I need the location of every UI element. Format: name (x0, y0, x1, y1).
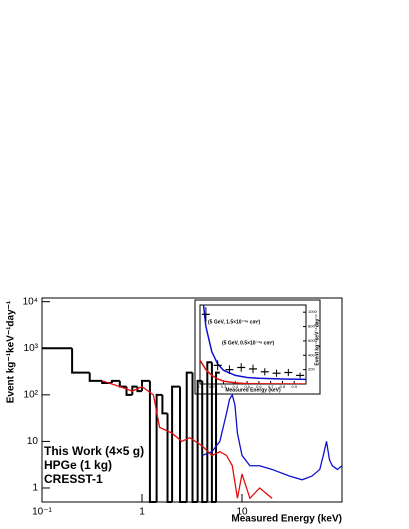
y-tick-label: 10² (24, 389, 39, 400)
inset-y-title: Event kg⁻¹keV⁻¹day⁻¹ (314, 314, 320, 366)
inset-curve (200, 359, 306, 384)
hist-bin (196, 379, 203, 502)
inset-x-tick-label: 0.8 (280, 384, 286, 389)
inset-y-tick-label: 600 (308, 338, 315, 343)
inset-x-tick-label: 0.5 (244, 384, 250, 389)
hist-bin (185, 371, 193, 502)
hist-bin (206, 361, 212, 502)
hist-bin (161, 394, 168, 415)
hist-bin (148, 380, 157, 503)
inset-y-tick-label: 1000 (308, 309, 318, 314)
inset-x-tick-label: 0.7 (268, 384, 274, 389)
hist-bin (155, 393, 163, 502)
y-tick-label: 10 (27, 436, 39, 447)
hist-bin (118, 380, 127, 388)
inset-x-tick-label: 0.2 (209, 384, 215, 389)
inset-x-tick-label: 0.3 (221, 384, 227, 389)
x-tick-label: 1 (139, 507, 145, 518)
hist-bin (179, 386, 187, 503)
inset-x-tick-label: 0.1 (197, 384, 203, 389)
inset-curve-label: (5 GeV, 0.5×10⁻³⁹ cm²) (222, 340, 275, 346)
inset-x-tick-label: 0.4 (233, 384, 239, 389)
inset-x-tick-label: 0.9 (291, 384, 297, 389)
x-tick-label: 10⁻¹ (32, 507, 52, 518)
hist-bin (215, 371, 220, 502)
series-line (102, 380, 273, 500)
hist-bin (71, 348, 90, 374)
hist-bin (191, 372, 198, 503)
hist-bin (210, 362, 217, 503)
hist-bin (131, 385, 138, 395)
y-tick-label: 1 (32, 483, 38, 494)
inset-y-tick-label: 200 (308, 367, 315, 372)
hist-bin (171, 385, 181, 502)
inset-y-tick-label: 400 (308, 352, 315, 357)
y-tick-label: 10⁴ (23, 296, 38, 307)
x-tick-label: 10 (236, 507, 248, 518)
inset-frame (194, 299, 321, 395)
inset-curve-label: (5 GeV, 1.5×10⁻³⁹ cm²) (208, 319, 261, 325)
hist-bin (141, 379, 150, 392)
hist-bin (201, 380, 208, 503)
inset-x-tick-label: 0.6 (256, 384, 262, 389)
y-axis-title: Event kg⁻¹keV⁻¹day⁻¹ (6, 300, 17, 403)
y-tick-label: 10³ (24, 343, 39, 354)
series-line (201, 393, 343, 481)
x-axis-title: Measured Energy (keV) (231, 514, 342, 525)
legend-label: HPGe (1 kg) (44, 458, 112, 472)
hist-bin (88, 372, 103, 382)
hist-bin (110, 379, 120, 383)
inset-x-title: Measured Energy (keV) (225, 387, 281, 393)
legend-label: CRESST-1 (44, 472, 103, 486)
hist-bin (166, 413, 173, 503)
inset-y-tick-label: 800 (308, 324, 315, 329)
legend-label: This Work (4×5 g) (44, 444, 144, 458)
